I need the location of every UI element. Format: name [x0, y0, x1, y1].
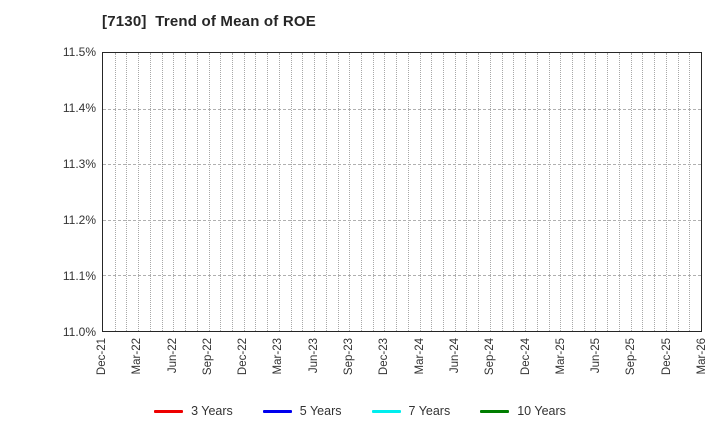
legend-line-swatch [371, 409, 401, 413]
vertical-gridline [419, 53, 421, 331]
vertical-gridline [325, 53, 327, 331]
vertical-gridline [161, 53, 163, 331]
x-tick-label: Dec-23 [378, 338, 391, 376]
vertical-gridline [466, 53, 468, 331]
legend-label: 5 Years [299, 404, 342, 418]
x-tick-label: Mar-24 [413, 338, 426, 375]
vertical-gridline [290, 53, 292, 331]
x-tick-label: Sep-25 [625, 338, 638, 376]
vertical-gridline [220, 53, 222, 331]
legend-label: 3 Years [191, 404, 233, 418]
vertical-gridline [114, 53, 116, 331]
x-tick-label: Dec-24 [519, 338, 532, 376]
vertical-gridline [267, 53, 269, 331]
x-tick-label: Jun-22 [166, 338, 179, 374]
legend-line-swatch [262, 409, 292, 413]
vertical-gridline [548, 53, 550, 331]
x-tick-label: Sep-22 [201, 338, 214, 376]
x-tick-label: Jun-23 [307, 338, 320, 374]
plot-area [102, 52, 702, 332]
legend: 3 Years 5 Years 7 Years 10 Years [0, 404, 720, 418]
vertical-gridline [384, 53, 386, 331]
horizontal-gridline [103, 108, 701, 110]
y-tick-label: 11.2% [62, 213, 96, 227]
legend-line-swatch [480, 409, 510, 413]
legend-item: 5 Years [262, 404, 342, 418]
legend-item: 10 Years [480, 404, 566, 418]
vertical-gridline [360, 53, 362, 331]
vertical-gridline [630, 53, 632, 331]
vertical-gridline [689, 53, 691, 331]
vertical-gridline [583, 53, 585, 331]
x-tick-label: Mar-25 [554, 338, 567, 375]
legend-item: 3 Years [154, 404, 233, 418]
y-tick-label: 11.3% [62, 157, 96, 171]
vertical-gridline [243, 53, 245, 331]
vertical-gridline [595, 53, 597, 331]
vertical-gridline [173, 53, 175, 331]
vertical-gridline [536, 53, 538, 331]
x-tick-label: Mar-22 [131, 338, 144, 375]
vertical-gridline [337, 53, 339, 331]
x-tick-label: Sep-24 [484, 338, 497, 376]
vertical-gridline [196, 53, 198, 331]
vertical-gridline [489, 53, 491, 331]
vertical-gridline [255, 53, 257, 331]
vertical-gridline [525, 53, 527, 331]
vertical-gridline [349, 53, 351, 331]
legend-item: 7 Years [371, 404, 451, 418]
x-tick-label: Mar-23 [272, 338, 285, 375]
vertical-gridline [396, 53, 398, 331]
chart-title: [7130] Trend of Mean of ROE [102, 13, 316, 30]
vertical-gridline [302, 53, 304, 331]
vertical-gridline [677, 53, 679, 331]
legend-label: 10 Years [517, 404, 566, 418]
y-tick-label: 11.4% [62, 101, 96, 115]
x-tick-label: Dec-22 [237, 338, 250, 376]
x-tick-label: Sep-23 [343, 338, 356, 376]
vertical-gridline [138, 53, 140, 331]
vertical-gridline [454, 53, 456, 331]
vertical-gridline [407, 53, 409, 331]
x-tick-label: Jun-24 [448, 338, 461, 374]
vertical-gridline [431, 53, 433, 331]
vertical-gridline [478, 53, 480, 331]
vertical-gridline [372, 53, 374, 331]
vertical-gridline [314, 53, 316, 331]
vertical-gridline [665, 53, 667, 331]
legend-label: 7 Years [408, 404, 451, 418]
y-tick-label: 11.0% [62, 325, 96, 339]
vertical-gridline [560, 53, 562, 331]
vertical-gridline [618, 53, 620, 331]
vertical-gridline [443, 53, 445, 331]
vertical-gridline [149, 53, 151, 331]
legend-line-swatch [154, 409, 184, 413]
vertical-gridline [642, 53, 644, 331]
vertical-gridline [607, 53, 609, 331]
vertical-gridline [654, 53, 656, 331]
vertical-gridline [572, 53, 574, 331]
horizontal-gridline [103, 219, 701, 221]
horizontal-gridline [103, 164, 701, 166]
vertical-gridline [278, 53, 280, 331]
x-tick-label: Dec-25 [660, 338, 673, 376]
x-tick-label: Jun-25 [590, 338, 603, 374]
y-tick-label: 11.5% [62, 45, 96, 59]
vertical-gridline [126, 53, 128, 331]
x-tick-label: Dec-21 [96, 338, 108, 376]
vertical-gridline [513, 53, 515, 331]
horizontal-gridline [103, 275, 701, 277]
vertical-gridline [208, 53, 210, 331]
vertical-gridline [231, 53, 233, 331]
y-tick-label: 11.1% [62, 269, 96, 283]
x-tick-label: Mar-26 [696, 338, 708, 375]
vertical-gridline [501, 53, 503, 331]
vertical-gridline [185, 53, 187, 331]
